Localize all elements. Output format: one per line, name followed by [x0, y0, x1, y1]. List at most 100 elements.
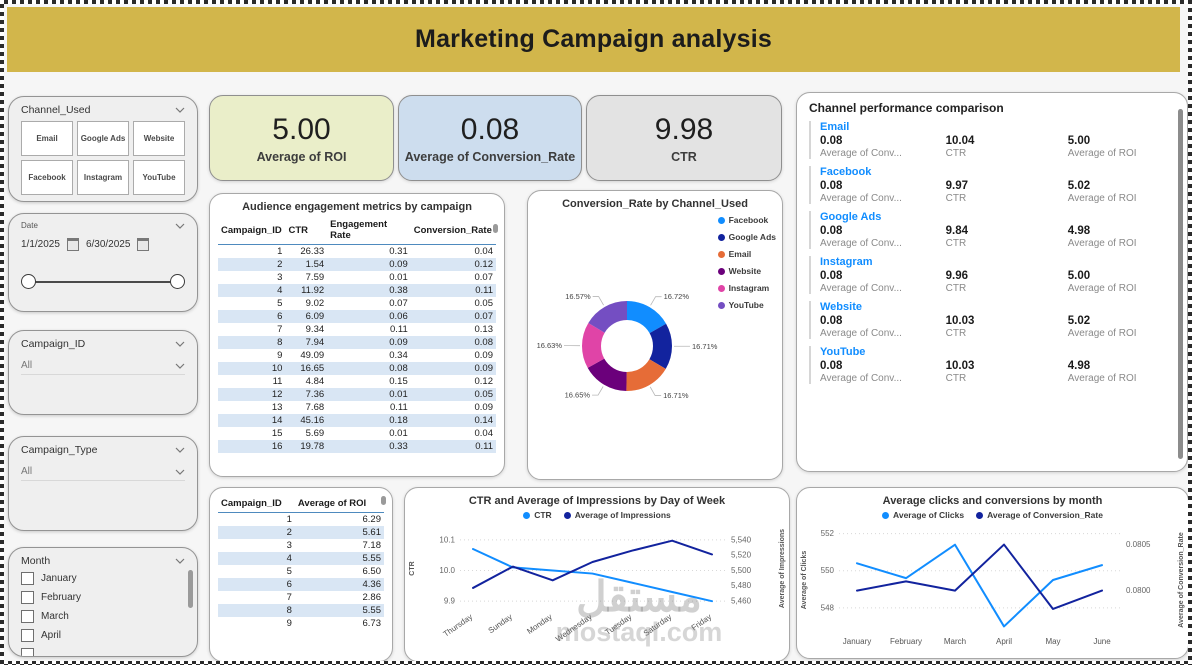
ctr-line[interactable]	[472, 548, 713, 603]
performance-metrics: 0.08 Average of Conv... 9.96 CTR 5.00 Average…	[820, 268, 1169, 294]
channel-button-instagram[interactable]: Instagram	[77, 160, 129, 195]
table-row[interactable]: 1 26.33 0.31 0.04	[218, 245, 496, 259]
chevron-down-icon[interactable]	[175, 223, 185, 229]
table-cell: 7	[277, 324, 283, 335]
table-row[interactable]: 9 6.73	[218, 617, 384, 630]
legend-item-email[interactable]: Email	[717, 249, 776, 259]
table-cell: 0.34	[389, 350, 408, 361]
donut-slice-youtube[interactable]	[582, 301, 672, 391]
chevron-down-icon[interactable]	[175, 107, 185, 113]
roi-table-scrollbar[interactable]	[381, 496, 386, 505]
month-option-list: January February March April	[9, 569, 197, 656]
audience-table-scrollbar[interactable]	[493, 224, 498, 233]
channel-button-youtube[interactable]: YouTube	[133, 160, 185, 195]
month-checkbox-april[interactable]	[21, 629, 34, 642]
table-row[interactable]: 13 7.68 0.11 0.09	[218, 401, 496, 414]
chevron-down-icon[interactable]	[175, 558, 185, 564]
table-cell: 11.92	[301, 285, 325, 296]
table-row[interactable]: 15 5.69 0.01 0.04	[218, 427, 496, 440]
month-checkbox-partial[interactable]	[21, 648, 34, 656]
table-row[interactable]: 8 5.55	[218, 604, 384, 617]
table-row[interactable]: 8 7.94 0.09 0.08	[218, 336, 496, 349]
date-end-input[interactable]: 6/30/2025	[85, 239, 131, 250]
table-row[interactable]: 1 6.29	[218, 513, 384, 527]
chevron-down-icon[interactable]	[175, 341, 185, 347]
legend-item-average-of-clicks[interactable]: Average of Clicks	[882, 510, 964, 520]
performance-card-youtube[interactable]: YouTube 0.08 Average of Conv... 10.03 CTR 4.9…	[809, 346, 1169, 384]
table-cell: 0.05	[474, 389, 494, 400]
kpi-label: Average of Conversion_Rate	[404, 149, 576, 164]
table-row[interactable]: 9 49.09 0.34 0.09	[218, 349, 496, 362]
table-row[interactable]: 4 5.55	[218, 552, 384, 565]
instagram-legend-dot-icon	[717, 284, 725, 292]
month-checkbox-february[interactable]	[21, 591, 34, 604]
donut-slice-google-ads[interactable]	[582, 301, 672, 391]
legend-item-google-ads[interactable]: Google Ads	[717, 232, 776, 242]
donut-slice-instagram[interactable]	[582, 301, 672, 391]
legend-item-average-of-impressions[interactable]: Average of Impressions	[563, 510, 671, 520]
date-range-slider[interactable]	[21, 272, 185, 292]
table-row[interactable]: 7 9.34 0.11 0.13	[218, 323, 496, 336]
table-row[interactable]: 12 7.36 0.01 0.05	[218, 388, 496, 401]
table-row[interactable]: 10 16.65 0.08 0.09	[218, 362, 496, 375]
month-checkbox-march[interactable]	[21, 610, 34, 623]
channel-performance-scrollbar[interactable]	[1178, 109, 1183, 459]
table-header-row: Campaign_ID CTR Engagement Rate Conversion_…	[218, 217, 496, 245]
table-cell: 7.59	[305, 272, 325, 283]
legend-item-ctr[interactable]: CTR	[523, 510, 552, 520]
table-cell: 5.55	[362, 553, 382, 564]
legend-item-youtube[interactable]: YouTube	[717, 300, 776, 310]
table-row[interactable]: 3 7.18	[218, 539, 384, 552]
legend-label: Email	[728, 249, 752, 259]
campaign-id-dropdown[interactable]: All	[21, 360, 185, 375]
legend-item-average-of-conversion-rate[interactable]: Average of Conversion_Rate	[976, 510, 1103, 520]
channel-button-email[interactable]: Email	[21, 121, 73, 156]
chevron-down-icon[interactable]	[175, 447, 185, 453]
month-checkbox-january[interactable]	[21, 572, 34, 585]
average-of-clicks-line[interactable]	[856, 543, 1103, 628]
month-filter-title: Month	[21, 555, 51, 567]
month-scrollbar[interactable]	[188, 570, 193, 608]
table-row[interactable]: 14 45.16 0.18 0.14	[218, 414, 496, 427]
campaign-id-filter-panel: Campaign_ID All	[8, 330, 198, 415]
table-row[interactable]: 2 5.61	[218, 526, 384, 539]
average-of-impressions-line[interactable]	[472, 539, 713, 589]
table-row[interactable]: 2 1.54 0.09 0.12	[218, 258, 496, 271]
average-of-conversion-rate-line[interactable]	[856, 543, 1103, 610]
table-row[interactable]: 6 6.09 0.06 0.07	[218, 310, 496, 323]
performance-card-facebook[interactable]: Facebook 0.08 Average of Conv... 9.97 CTR 5.0…	[809, 166, 1169, 204]
performance-card-instagram[interactable]: Instagram 0.08 Average of Conv... 9.96 CTR 5.…	[809, 256, 1169, 294]
slider-handle-start[interactable]	[21, 274, 36, 289]
email-legend-dot-icon	[717, 250, 725, 258]
table-row[interactable]: 16 19.78 0.33 0.11	[218, 440, 496, 453]
legend-item-facebook[interactable]: Facebook	[717, 215, 776, 225]
legend-label: Facebook	[728, 215, 769, 225]
table-cell: 0.09	[389, 259, 408, 270]
slider-track[interactable]	[29, 281, 177, 283]
channel-button-website[interactable]: Website	[133, 121, 185, 156]
donut-label: 16.71%	[663, 391, 689, 400]
slider-handle-end[interactable]	[170, 274, 185, 289]
table-row[interactable]: 6 4.36	[218, 578, 384, 591]
performance-card-google-ads[interactable]: Google Ads 0.08 Average of Conv... 9.84 CTR 4…	[809, 211, 1169, 249]
table-row[interactable]: 7 2.86	[218, 591, 384, 604]
table-row[interactable]: 4 11.92 0.38 0.11	[218, 284, 496, 297]
legend-item-website[interactable]: Website	[717, 266, 776, 276]
channel-button-facebook[interactable]: Facebook	[21, 160, 73, 195]
table-row[interactable]: 5 9.02 0.07 0.05	[218, 297, 496, 310]
performance-card-website[interactable]: Website 0.08 Average of Conv... 10.03 CTR 5.0…	[809, 301, 1169, 339]
calendar-icon[interactable]	[66, 238, 79, 251]
channel-button-google-ads[interactable]: Google Ads	[77, 121, 129, 156]
date-start-input[interactable]: 1/1/2025	[21, 239, 60, 250]
calendar-icon[interactable]	[137, 238, 150, 251]
legend-item-instagram[interactable]: Instagram	[717, 283, 776, 293]
campaign-type-dropdown[interactable]: All	[21, 466, 185, 481]
table-row[interactable]: 5 6.50	[218, 565, 384, 578]
table-row[interactable]: 3 7.59 0.01 0.07	[218, 271, 496, 284]
donut-slice-email[interactable]	[582, 301, 672, 391]
table-row[interactable]: 11 4.84 0.15 0.12	[218, 375, 496, 388]
table-cell: 7.36	[305, 389, 325, 400]
metric-value: 0.08	[820, 315, 843, 327]
chart-legend: CTR Average of Impressions	[405, 510, 789, 520]
performance-card-email[interactable]: Email 0.08 Average of Conv... 10.04 CTR 5.00 A…	[809, 121, 1169, 159]
